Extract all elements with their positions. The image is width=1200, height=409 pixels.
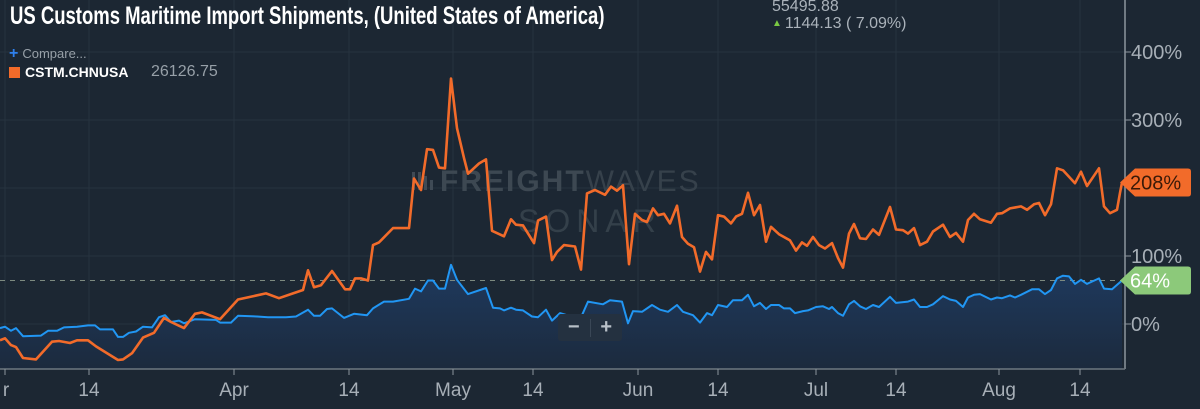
legend-series[interactable]: CSTM.CHNUSA 26126.75 xyxy=(9,63,218,81)
x-tick-label: Apr xyxy=(219,380,249,401)
legend: + Compare... CSTM.CHNUSA 26126.75 xyxy=(9,44,218,81)
zoom-out-button[interactable]: − xyxy=(567,316,580,338)
y-tick-label: 400% xyxy=(1131,42,1182,64)
last-value-badge-orange: 208% xyxy=(1120,168,1191,197)
cstm-chnusa-series-line xyxy=(0,77,1124,362)
last-value: 55495.88 xyxy=(772,0,839,15)
y-tick-label: 0% xyxy=(1131,314,1160,336)
x-tick-label: Aug xyxy=(982,380,1016,401)
x-tick-label: 14 xyxy=(1069,380,1091,401)
series-swatch xyxy=(9,66,20,78)
x-tick-label: 14 xyxy=(338,380,360,401)
y-tick-label: 300% xyxy=(1131,110,1182,132)
zoom-divider xyxy=(589,318,591,337)
compare-series-line xyxy=(0,263,1123,338)
zoom-in-button[interactable]: + xyxy=(600,316,613,338)
x-tick-label: May xyxy=(435,380,471,401)
svg-text:FREIGHTWAVES: FREIGHTWAVES xyxy=(440,165,701,198)
y-tick-label: 100% xyxy=(1131,246,1182,268)
x-tick-label: r xyxy=(3,380,10,401)
badge-orange-shape xyxy=(1120,168,1191,197)
x-tick-label: Jul xyxy=(804,380,828,401)
compare-label: Compare... xyxy=(22,46,87,61)
x-tick-label: Jun xyxy=(623,380,654,401)
series-name: CSTM.CHNUSA xyxy=(25,64,129,80)
x-tick-label: 14 xyxy=(707,380,729,401)
watermark-freight: FREIGHT xyxy=(440,165,586,198)
plus-icon: + xyxy=(9,44,19,62)
watermark-waves: WAVES xyxy=(586,165,701,198)
x-tick-label: 14 xyxy=(78,380,100,401)
quote-summary: 55495.88 ▲ 1144.13 ( 7.09%) xyxy=(772,0,906,32)
x-tick-label: 14 xyxy=(885,380,907,401)
watermark: FREIGHTWAVES SONAR xyxy=(412,165,701,239)
compare-button[interactable]: + Compare... xyxy=(9,44,218,62)
last-value-badge-green: 64% xyxy=(1120,266,1191,295)
badge-orange-label: 208% xyxy=(1130,173,1181,195)
badge-green-label: 64% xyxy=(1130,270,1170,292)
badge-green-shape xyxy=(1120,266,1191,295)
chart-title: US Customs Maritime Import Shipments, (U… xyxy=(10,2,605,30)
series-value: 26126.75 xyxy=(151,63,218,80)
zoom-controls: − + xyxy=(558,314,622,341)
x-tick-label: 14 xyxy=(522,380,544,401)
arrow-up-icon: ▲ xyxy=(772,18,782,29)
change-value: 1144.13 ( 7.09%) xyxy=(784,15,907,32)
